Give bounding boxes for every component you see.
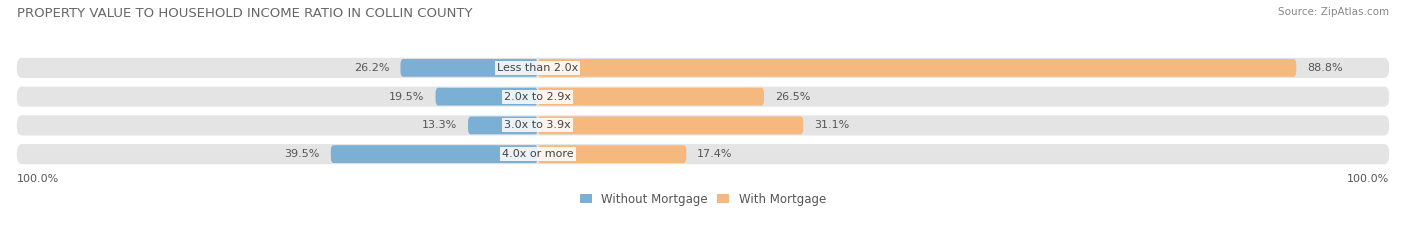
FancyBboxPatch shape bbox=[468, 116, 537, 134]
FancyBboxPatch shape bbox=[537, 116, 803, 134]
Text: 19.5%: 19.5% bbox=[389, 92, 425, 102]
Text: PROPERTY VALUE TO HOUSEHOLD INCOME RATIO IN COLLIN COUNTY: PROPERTY VALUE TO HOUSEHOLD INCOME RATIO… bbox=[17, 7, 472, 20]
FancyBboxPatch shape bbox=[17, 144, 1389, 164]
Text: 26.2%: 26.2% bbox=[354, 63, 389, 73]
FancyBboxPatch shape bbox=[537, 88, 763, 106]
Text: 2.0x to 2.9x: 2.0x to 2.9x bbox=[505, 92, 571, 102]
Text: 13.3%: 13.3% bbox=[422, 120, 457, 130]
Text: 4.0x or more: 4.0x or more bbox=[502, 149, 574, 159]
FancyBboxPatch shape bbox=[17, 87, 1389, 107]
FancyBboxPatch shape bbox=[401, 59, 537, 77]
Text: 31.1%: 31.1% bbox=[814, 120, 849, 130]
FancyBboxPatch shape bbox=[17, 115, 1389, 135]
FancyBboxPatch shape bbox=[537, 59, 1296, 77]
Text: 88.8%: 88.8% bbox=[1308, 63, 1343, 73]
Text: 100.0%: 100.0% bbox=[17, 174, 59, 184]
Text: Less than 2.0x: Less than 2.0x bbox=[498, 63, 578, 73]
Legend: Without Mortgage, With Mortgage: Without Mortgage, With Mortgage bbox=[581, 192, 825, 206]
Text: 39.5%: 39.5% bbox=[284, 149, 319, 159]
Text: Source: ZipAtlas.com: Source: ZipAtlas.com bbox=[1278, 7, 1389, 17]
Text: 100.0%: 100.0% bbox=[1347, 174, 1389, 184]
FancyBboxPatch shape bbox=[330, 145, 537, 163]
FancyBboxPatch shape bbox=[436, 88, 537, 106]
Text: 3.0x to 3.9x: 3.0x to 3.9x bbox=[505, 120, 571, 130]
FancyBboxPatch shape bbox=[17, 58, 1389, 78]
Text: 26.5%: 26.5% bbox=[775, 92, 810, 102]
Text: 17.4%: 17.4% bbox=[697, 149, 733, 159]
FancyBboxPatch shape bbox=[537, 145, 686, 163]
